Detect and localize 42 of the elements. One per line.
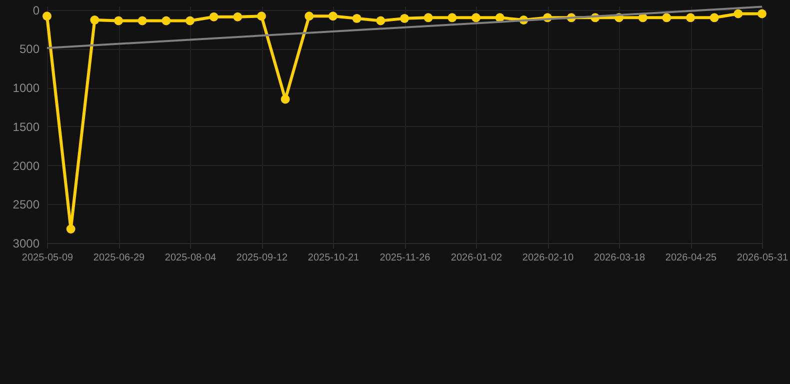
x-tick-label: 2026-05-31 (736, 252, 789, 264)
point (304, 12, 314, 21)
point (186, 16, 194, 26)
point (328, 12, 338, 21)
point (376, 16, 386, 26)
point (162, 16, 171, 26)
x-tick-label: 2025-10-21 (308, 252, 360, 264)
x-tick-label: 2026-01-02 (450, 252, 503, 264)
point (352, 14, 362, 23)
y-tick-label: 1000 (12, 81, 40, 96)
y-tick-label: 3000 (12, 236, 40, 250)
x-tick-label: 2025-08-04 (164, 252, 217, 264)
x-tick-label: 2025-09-12 (236, 252, 288, 264)
y-tick-label: 1500 (12, 120, 40, 134)
point (448, 13, 457, 22)
point (758, 9, 766, 18)
point (209, 12, 218, 22)
x-tick-label: 2025-06-29 (93, 252, 146, 264)
y-tick-label: 2500 (12, 198, 40, 212)
point (400, 14, 409, 23)
point (90, 16, 100, 24)
point (114, 16, 123, 26)
point (257, 12, 266, 21)
point (66, 224, 76, 234)
x-tick-label: 2026-04-25 (665, 252, 718, 264)
x-tick-label: 2025-05-09 (22, 252, 74, 264)
x-tick-label: 2026-02-10 (522, 252, 574, 264)
point (424, 13, 433, 22)
point (734, 9, 743, 18)
point (710, 13, 719, 22)
y-tick-label: 2000 (12, 158, 40, 173)
x-tick-label: 2026-03-18 (594, 252, 646, 264)
point (662, 13, 672, 22)
point (472, 13, 480, 22)
point (280, 94, 290, 104)
y-tick-label: 0 (32, 3, 40, 18)
point (686, 13, 695, 22)
x-tick-label: 2025-11-26 (380, 252, 431, 264)
point (138, 16, 147, 26)
point (42, 12, 52, 21)
point (233, 12, 242, 22)
y-tick-label: 500 (19, 42, 40, 56)
